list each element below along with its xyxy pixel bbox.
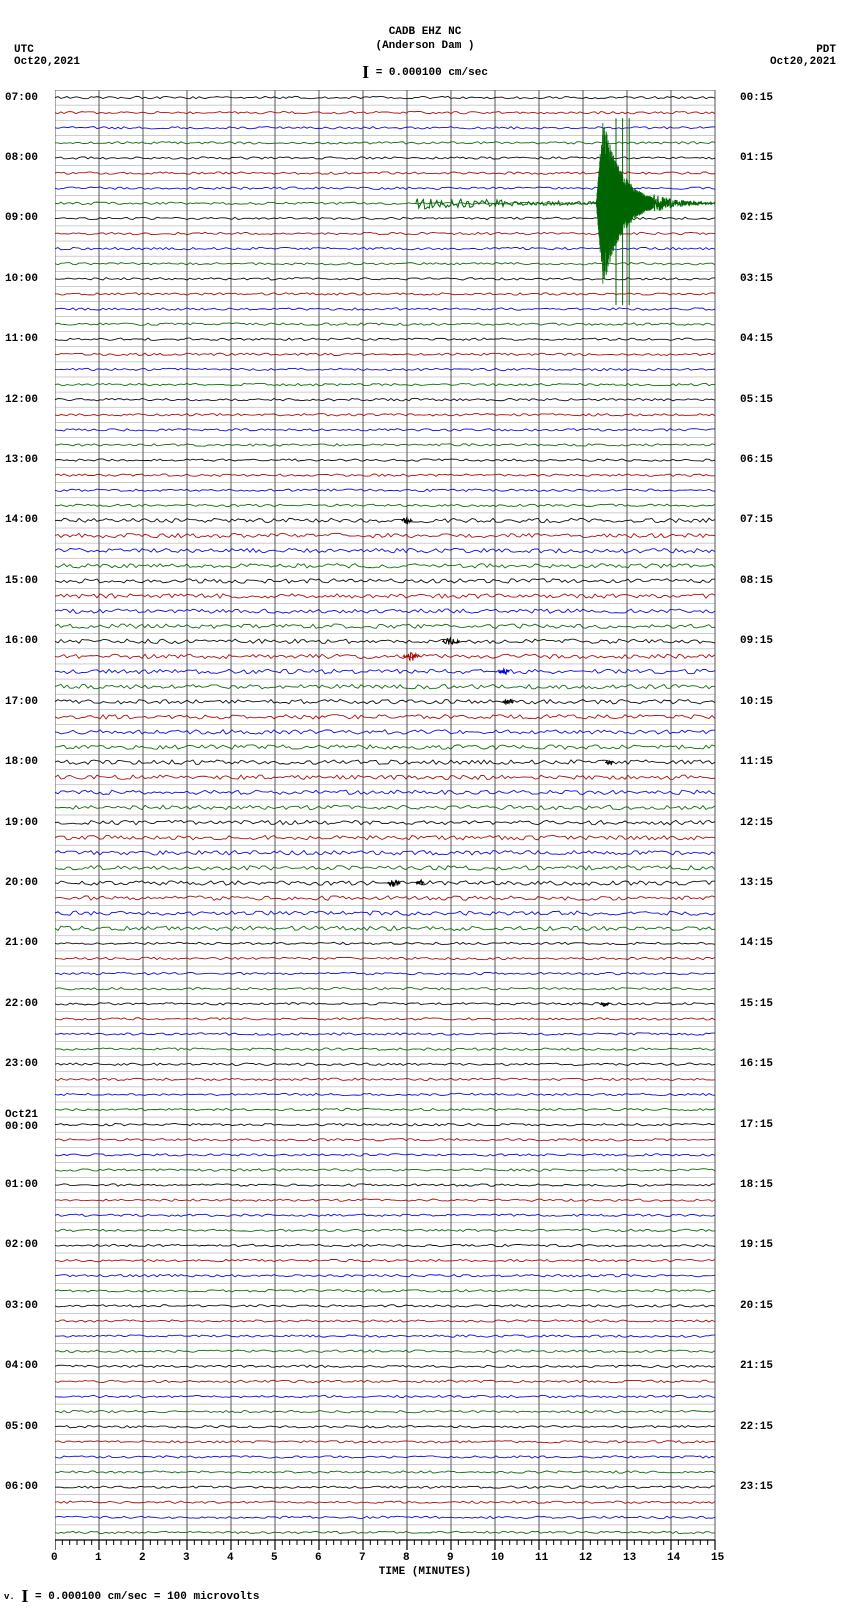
time-label: 16:15 [723,1058,773,1070]
time-label: 15:15 [723,998,773,1010]
time-label: 13:15 [723,877,773,889]
x-tick-label: 8 [403,1552,410,1564]
time-label: 19:15 [723,1239,773,1251]
time-label: 01:00 [5,1179,38,1191]
time-label: 11:00 [5,333,38,345]
x-axis-title: TIME (MINUTES) [379,1566,471,1578]
time-label: 13:00 [5,454,38,466]
x-tick-label: 0 [51,1552,58,1564]
left-date: Oct20,2021 [14,56,80,68]
time-label: 05:15 [723,394,773,406]
time-label: 16:00 [5,635,38,647]
time-label: 19:00 [5,817,38,829]
right-timezone: PDT [816,44,836,56]
x-tick-label: 3 [183,1552,190,1564]
time-label: 10:15 [723,696,773,708]
time-label: 12:00 [5,394,38,406]
x-tick-label: 7 [359,1552,366,1564]
left-timezone: UTC [14,44,34,56]
time-label: 09:15 [723,635,773,647]
time-label: 03:15 [723,273,773,285]
time-label: 02:15 [723,212,773,224]
time-label: 20:15 [723,1300,773,1312]
x-tick-label: 15 [711,1552,724,1564]
time-label: 23:15 [723,1481,773,1493]
time-label: 08:00 [5,152,38,164]
time-label: 17:15 [723,1119,773,1131]
time-label: 00:15 [723,92,773,104]
time-label: 04:00 [5,1360,38,1372]
time-label: 22:15 [723,1421,773,1433]
x-tick-label: 6 [315,1552,322,1564]
x-tick-label: 2 [139,1552,146,1564]
time-label: 23:00 [5,1058,38,1070]
time-label: 21:00 [5,937,38,949]
time-label: 22:00 [5,998,38,1010]
time-label: 11:15 [723,756,773,768]
station-location: (Anderson Dam ) [375,40,474,52]
time-label: 01:15 [723,152,773,164]
time-label: 20:00 [5,877,38,889]
right-date: Oct20,2021 [770,56,836,68]
time-label: 07:00 [5,92,38,104]
time-label: 14:15 [723,937,773,949]
time-label: 04:15 [723,333,773,345]
time-label: 06:15 [723,454,773,466]
x-tick-label: 14 [667,1552,680,1564]
footer-scale: v. I = 0.000100 cm/sec = 100 microvolts [4,1586,259,1607]
x-tick-label: 4 [227,1552,234,1564]
x-tick-label: 9 [447,1552,454,1564]
time-label: 17:00 [5,696,38,708]
scale-line: I = 0.000100 cm/sec [362,62,488,83]
time-label: Oct2100:00 [5,1109,38,1133]
time-label: 05:00 [5,1421,38,1433]
x-tick-label: 10 [491,1552,504,1564]
time-label: 18:00 [5,756,38,768]
time-label: 18:15 [723,1179,773,1191]
time-label: 14:00 [5,514,38,526]
time-label: 09:00 [5,212,38,224]
x-tick-label: 13 [623,1552,636,1564]
station-code: CADB EHZ NC [389,26,462,38]
x-tick-label: 12 [579,1552,592,1564]
time-label: 12:15 [723,817,773,829]
time-label: 06:00 [5,1481,38,1493]
x-tick-label: 1 [95,1552,102,1564]
x-tick-label: 5 [271,1552,278,1564]
time-label: 02:00 [5,1239,38,1251]
time-label: 10:00 [5,273,38,285]
seismogram-container: CADB EHZ NC (Anderson Dam ) I = 0.000100… [0,0,850,1613]
time-label: 15:00 [5,575,38,587]
time-label: 07:15 [723,514,773,526]
time-label: 08:15 [723,575,773,587]
seismogram-plot [55,90,717,1580]
x-tick-label: 11 [535,1552,548,1564]
time-label: 21:15 [723,1360,773,1372]
time-label: 03:00 [5,1300,38,1312]
